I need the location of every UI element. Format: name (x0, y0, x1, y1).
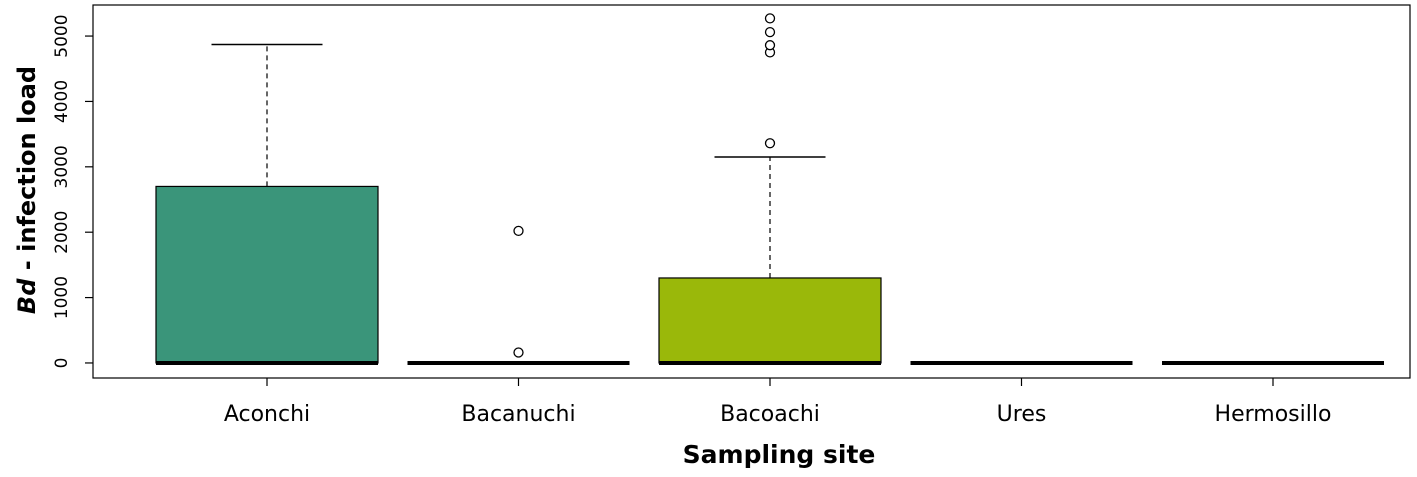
box (155, 185, 379, 364)
y-tick-label: 0 (52, 358, 72, 369)
box (658, 277, 882, 364)
y-axis-label-italic: Bd (13, 278, 41, 314)
x-tick-label: Aconchi (224, 402, 310, 427)
y-tick-label: 5000 (52, 14, 72, 57)
y-axis-label-rest: - infection load (13, 66, 41, 270)
x-tick-label: Bacoachi (720, 402, 820, 427)
y-tick-label: 4000 (52, 80, 72, 123)
y-tick-label: 1000 (52, 276, 72, 319)
x-axis-label: Sampling site (683, 440, 876, 469)
outlier (513, 225, 524, 237)
x-tick-label: Bacanuchi (461, 402, 575, 427)
outlier (764, 26, 776, 38)
y-tick-label: 2000 (52, 211, 72, 254)
outlier (764, 13, 776, 24)
outlier (513, 347, 524, 358)
x-tick-label: Ures (997, 402, 1047, 427)
y-tick-label: 3000 (52, 145, 72, 188)
plot-frame (92, 4, 1411, 379)
x-tick-label: Hermosillo (1215, 402, 1332, 427)
y-axis-label: Bd - infection load (13, 66, 41, 314)
outlier (764, 138, 776, 149)
outlier (764, 40, 776, 51)
